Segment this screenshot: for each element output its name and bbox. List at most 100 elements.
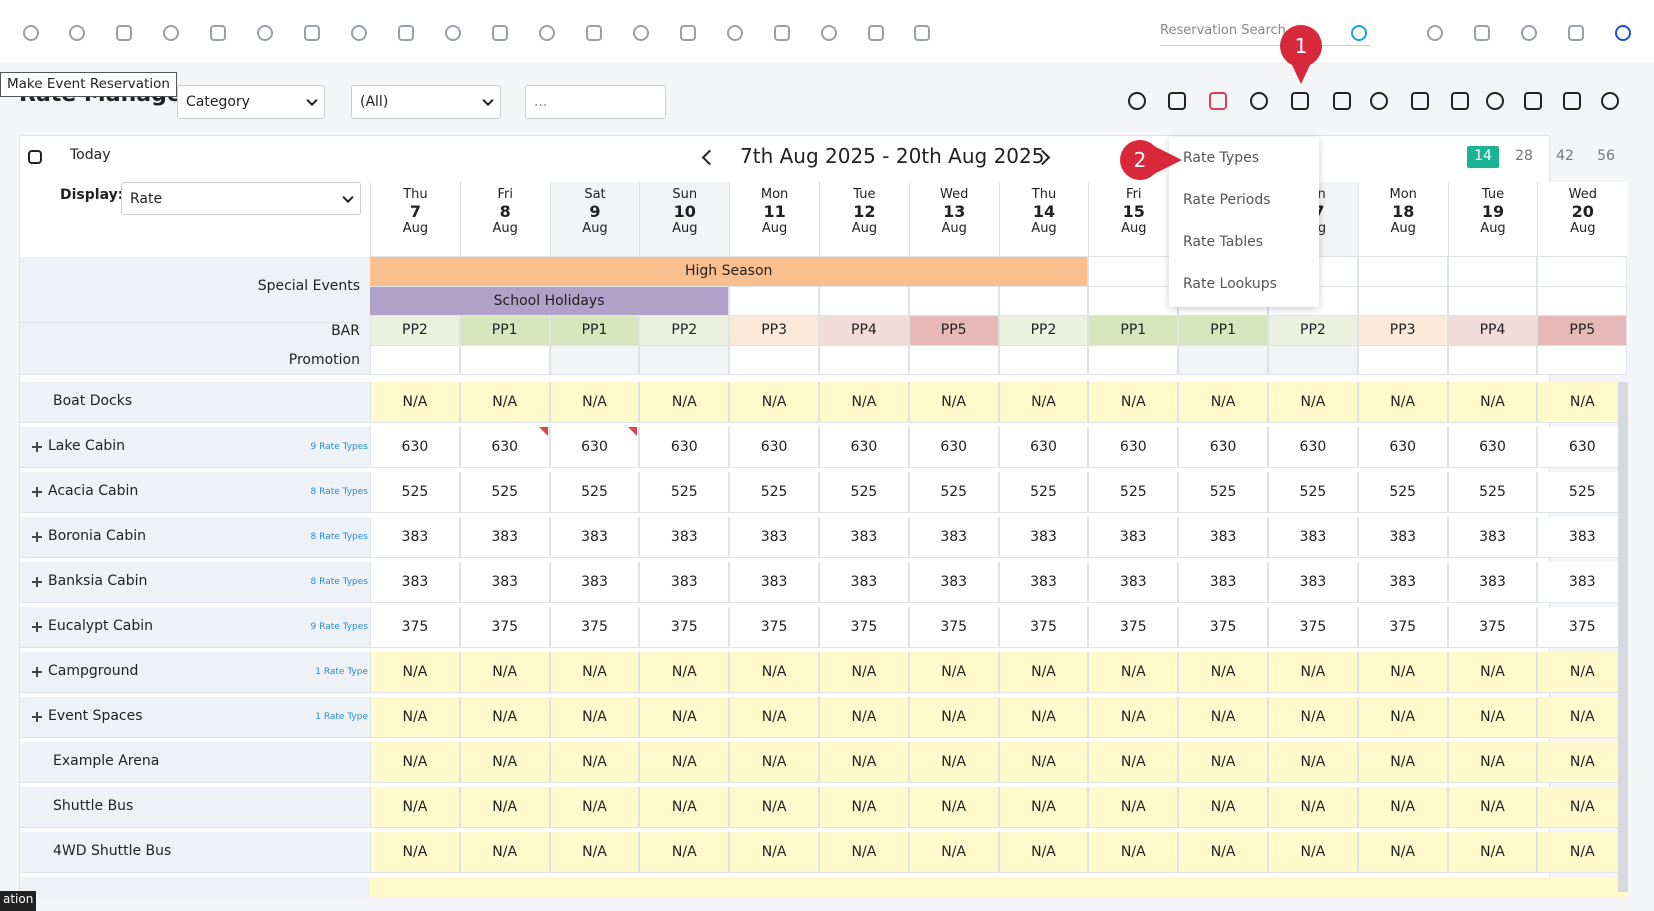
toolbar-icon[interactable] — [163, 25, 179, 41]
toolbar-icon[interactable] — [69, 25, 85, 41]
rate-cell[interactable]: N/A — [819, 832, 909, 873]
rate-cell[interactable]: 525 — [729, 472, 819, 513]
toolbar-icon[interactable] — [1427, 25, 1443, 41]
menu-item[interactable]: Rate Types — [1183, 150, 1260, 166]
rate-cell[interactable]: 525 — [1178, 472, 1268, 513]
search-icon[interactable] — [1351, 25, 1367, 41]
rate-cell[interactable]: N/A — [998, 697, 1089, 738]
rate-cell[interactable]: N/A — [639, 832, 730, 873]
action-icon[interactable] — [1291, 92, 1309, 110]
toolbar-icon[interactable] — [1568, 25, 1584, 41]
plus-v[interactable] — [36, 666, 38, 677]
rate-cell[interactable]: N/A — [1088, 787, 1179, 828]
rate-cell[interactable]: N/A — [639, 787, 730, 828]
rate-cell[interactable]: N/A — [729, 697, 819, 738]
menu-item[interactable]: Rate Periods — [1183, 192, 1271, 208]
rate-cell[interactable]: N/A — [1268, 652, 1358, 693]
toolbar-icon[interactable] — [351, 25, 367, 41]
rate-cell[interactable]: N/A — [1357, 787, 1448, 828]
rate-cell[interactable]: N/A — [639, 697, 730, 738]
plus-v[interactable] — [36, 576, 38, 587]
today-button[interactable]: Today — [70, 147, 111, 163]
rate-cell[interactable]: 383 — [459, 562, 550, 603]
rate-types-link[interactable]: 8 Rate Types — [310, 577, 368, 587]
rate-cell[interactable]: N/A — [1447, 652, 1538, 693]
rate-cell[interactable]: 383 — [370, 562, 460, 603]
rate-cell[interactable]: 630 — [1447, 427, 1538, 468]
rate-cell[interactable]: N/A — [370, 742, 460, 783]
action-icon[interactable] — [1524, 92, 1542, 110]
rate-cell[interactable]: 375 — [549, 607, 640, 648]
rate-cell[interactable]: 525 — [1357, 472, 1448, 513]
rate-cell[interactable]: N/A — [729, 742, 819, 783]
rate-cell[interactable]: 375 — [1537, 607, 1628, 648]
rate-cell[interactable]: 383 — [1268, 517, 1358, 558]
rate-cell[interactable]: N/A — [459, 697, 550, 738]
rate-cell[interactable]: 383 — [1088, 517, 1179, 558]
rate-cell[interactable]: N/A — [1447, 832, 1538, 873]
rate-cell[interactable]: 383 — [819, 562, 909, 603]
rate-cell[interactable]: 383 — [639, 562, 730, 603]
rate-cell[interactable]: N/A — [549, 787, 640, 828]
rate-cell[interactable]: N/A — [1447, 787, 1538, 828]
rate-cell[interactable]: 383 — [998, 517, 1089, 558]
rate-cell[interactable]: N/A — [1537, 652, 1628, 693]
toolbar-icon[interactable] — [727, 25, 743, 41]
rate-cell[interactable]: 383 — [459, 517, 550, 558]
rate-cell[interactable]: N/A — [370, 787, 460, 828]
rate-cell[interactable]: 630 — [819, 427, 909, 468]
rate-cell[interactable]: N/A — [1268, 787, 1358, 828]
rate-cell[interactable]: N/A — [549, 382, 640, 423]
rate-cell[interactable]: N/A — [1268, 697, 1358, 738]
rate-cell[interactable]: N/A — [998, 652, 1089, 693]
rate-cell[interactable]: N/A — [459, 652, 550, 693]
rate-cell[interactable]: 630 — [1268, 427, 1358, 468]
toolbar-icon[interactable] — [914, 25, 930, 41]
rate-cell[interactable]: 525 — [819, 472, 909, 513]
rate-cell[interactable]: N/A — [998, 382, 1089, 423]
rate-cell[interactable]: 383 — [549, 562, 640, 603]
rate-cell[interactable]: N/A — [1357, 742, 1448, 783]
toolbar-icon[interactable] — [445, 25, 461, 41]
rate-cell[interactable]: N/A — [729, 382, 819, 423]
toolbar-icon[interactable] — [398, 25, 414, 41]
account-icon[interactable] — [1615, 25, 1631, 41]
toolbar-icon[interactable] — [868, 25, 884, 41]
rate-cell[interactable]: 375 — [1268, 607, 1358, 648]
rate-cell[interactable]: N/A — [819, 787, 909, 828]
rate-cell[interactable]: 383 — [370, 517, 460, 558]
rate-cell[interactable]: 630 — [639, 427, 730, 468]
rate-cell[interactable]: 630 — [998, 427, 1089, 468]
rate-cell[interactable]: N/A — [1537, 787, 1628, 828]
action-icon[interactable] — [1451, 92, 1469, 110]
rate-cell[interactable]: 383 — [549, 517, 640, 558]
rate-cell[interactable]: 375 — [1088, 607, 1179, 648]
rate-cell[interactable]: N/A — [1357, 832, 1448, 873]
rate-cell[interactable]: 630 — [1178, 427, 1268, 468]
rate-cell[interactable]: N/A — [1447, 742, 1538, 783]
rate-cell[interactable]: N/A — [908, 382, 999, 423]
rate-cell[interactable]: 525 — [998, 472, 1089, 513]
rate-cell[interactable]: 525 — [908, 472, 999, 513]
menu-item[interactable]: Rate Lookups — [1183, 276, 1277, 292]
rate-cell[interactable]: 383 — [729, 517, 819, 558]
rate-cell[interactable]: 630 — [908, 427, 999, 468]
action-icon[interactable] — [1486, 92, 1504, 110]
rate-cell[interactable]: N/A — [1088, 382, 1179, 423]
rate-cell[interactable]: 375 — [639, 607, 730, 648]
toolbar-icon[interactable] — [304, 25, 320, 41]
rate-cell[interactable]: N/A — [908, 787, 999, 828]
period-button[interactable]: 14 — [1467, 146, 1499, 168]
plus-v[interactable] — [36, 531, 38, 542]
rate-cell[interactable]: N/A — [819, 382, 909, 423]
rate-cell[interactable]: 630 — [1357, 427, 1448, 468]
rate-types-link[interactable]: 8 Rate Types — [310, 487, 368, 497]
display-select[interactable]: Rate — [121, 182, 361, 215]
rate-types-link[interactable]: 1 Rate Type — [315, 667, 368, 677]
rate-cell[interactable]: N/A — [549, 742, 640, 783]
action-icon[interactable] — [1168, 92, 1186, 110]
rate-cell[interactable]: 383 — [1537, 562, 1628, 603]
rate-cell[interactable]: 383 — [908, 562, 999, 603]
rate-cell[interactable]: N/A — [908, 652, 999, 693]
rate-types-link[interactable]: 9 Rate Types — [310, 622, 368, 632]
